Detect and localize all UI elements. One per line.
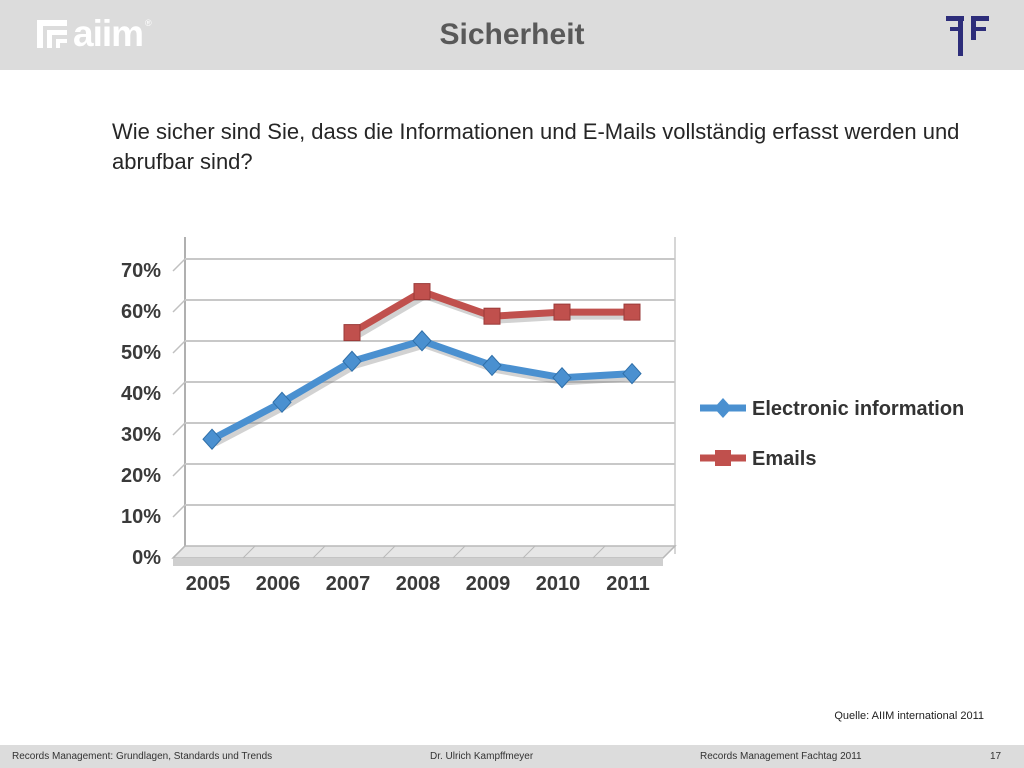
y-tick-label: 60% bbox=[121, 301, 161, 323]
gridline-depth bbox=[172, 463, 186, 477]
aiim-logo-text: aiim bbox=[73, 13, 144, 54]
data-point bbox=[413, 283, 431, 301]
x-tick-label: 2010 bbox=[536, 573, 581, 595]
legend-label: Emails bbox=[752, 448, 816, 470]
x-tick-label: 2005 bbox=[186, 573, 231, 595]
page-number: 17 bbox=[990, 751, 1002, 762]
data-point bbox=[202, 428, 222, 450]
aiim-logo: aiim ® bbox=[37, 13, 157, 56]
floor-divider bbox=[242, 545, 256, 559]
footer-left-text: Records Management: Grundlagen, Standard… bbox=[12, 751, 273, 762]
gridline-depth bbox=[172, 504, 186, 518]
data-point bbox=[343, 324, 361, 342]
data-point bbox=[272, 391, 292, 414]
legend-label: Electronic information bbox=[752, 398, 964, 420]
y-tick-label: 40% bbox=[121, 383, 161, 405]
y-tick-label: 50% bbox=[121, 342, 161, 364]
floor-divider bbox=[592, 545, 606, 559]
data-point bbox=[342, 350, 362, 373]
gridline-depth bbox=[172, 422, 186, 436]
x-tick-label: 2008 bbox=[396, 573, 441, 595]
footer-event: Records Management Fachtag 2011 bbox=[700, 751, 862, 762]
floor-divider bbox=[522, 545, 536, 559]
registered-mark: ® bbox=[145, 18, 152, 28]
floor-divider bbox=[662, 545, 676, 559]
legend-marker bbox=[714, 398, 732, 418]
data-point bbox=[412, 330, 432, 352]
x-tick-label: 2011 bbox=[606, 573, 649, 595]
page-title: Sicherheit bbox=[439, 18, 585, 51]
x-tick-label: 2006 bbox=[256, 573, 301, 595]
data-point bbox=[482, 354, 502, 377]
data-point bbox=[552, 366, 572, 389]
chart-floor-edge bbox=[173, 558, 663, 566]
y-tick-label: 0% bbox=[132, 547, 161, 569]
y-tick-label: 20% bbox=[121, 465, 161, 487]
data-point bbox=[623, 303, 641, 321]
footer-bar: Records Management: Grundlagen, Standard… bbox=[0, 745, 1024, 768]
line-chart: 0% 10% 20% 30% 40% 50% 60% 70% 2005 2006 2007 2008 2… bbox=[100, 220, 980, 610]
question-text: Wie sicher sind Sie, dass die Informatio… bbox=[112, 119, 960, 174]
source-note: Quelle: AIIM international 2011 bbox=[834, 710, 984, 722]
floor-divider bbox=[452, 545, 466, 559]
gridline-depth bbox=[172, 340, 186, 354]
gridline-depth bbox=[172, 381, 186, 395]
kff-logo-icon bbox=[946, 16, 989, 56]
y-tick-label: 10% bbox=[121, 506, 161, 528]
header-bar: aiim ® Sicherheit bbox=[0, 0, 1024, 70]
floor-divider bbox=[172, 545, 186, 559]
x-tick-label: 2007 bbox=[326, 573, 371, 595]
data-point bbox=[553, 303, 571, 321]
chart-svg: 0% 10% 20% 30% 40% 50% 60% 70% 2005 2006 2007 2008 2… bbox=[121, 237, 964, 595]
series-line bbox=[210, 337, 633, 443]
floor-divider bbox=[382, 545, 396, 559]
y-tick-label: 30% bbox=[121, 424, 161, 446]
footer-author: Dr. Ulrich Kampffmeyer bbox=[430, 751, 534, 762]
data-point bbox=[483, 307, 501, 325]
y-tick-label: 70% bbox=[121, 260, 161, 282]
data-point bbox=[622, 362, 642, 385]
aiim-logo-mark-icon bbox=[37, 20, 67, 48]
legend-marker bbox=[715, 450, 731, 466]
series-shadow bbox=[213, 341, 636, 447]
gridline-depth bbox=[172, 258, 186, 272]
x-tick-label: 2009 bbox=[466, 573, 511, 595]
gridline-depth bbox=[172, 299, 186, 313]
floor-divider bbox=[312, 545, 326, 559]
